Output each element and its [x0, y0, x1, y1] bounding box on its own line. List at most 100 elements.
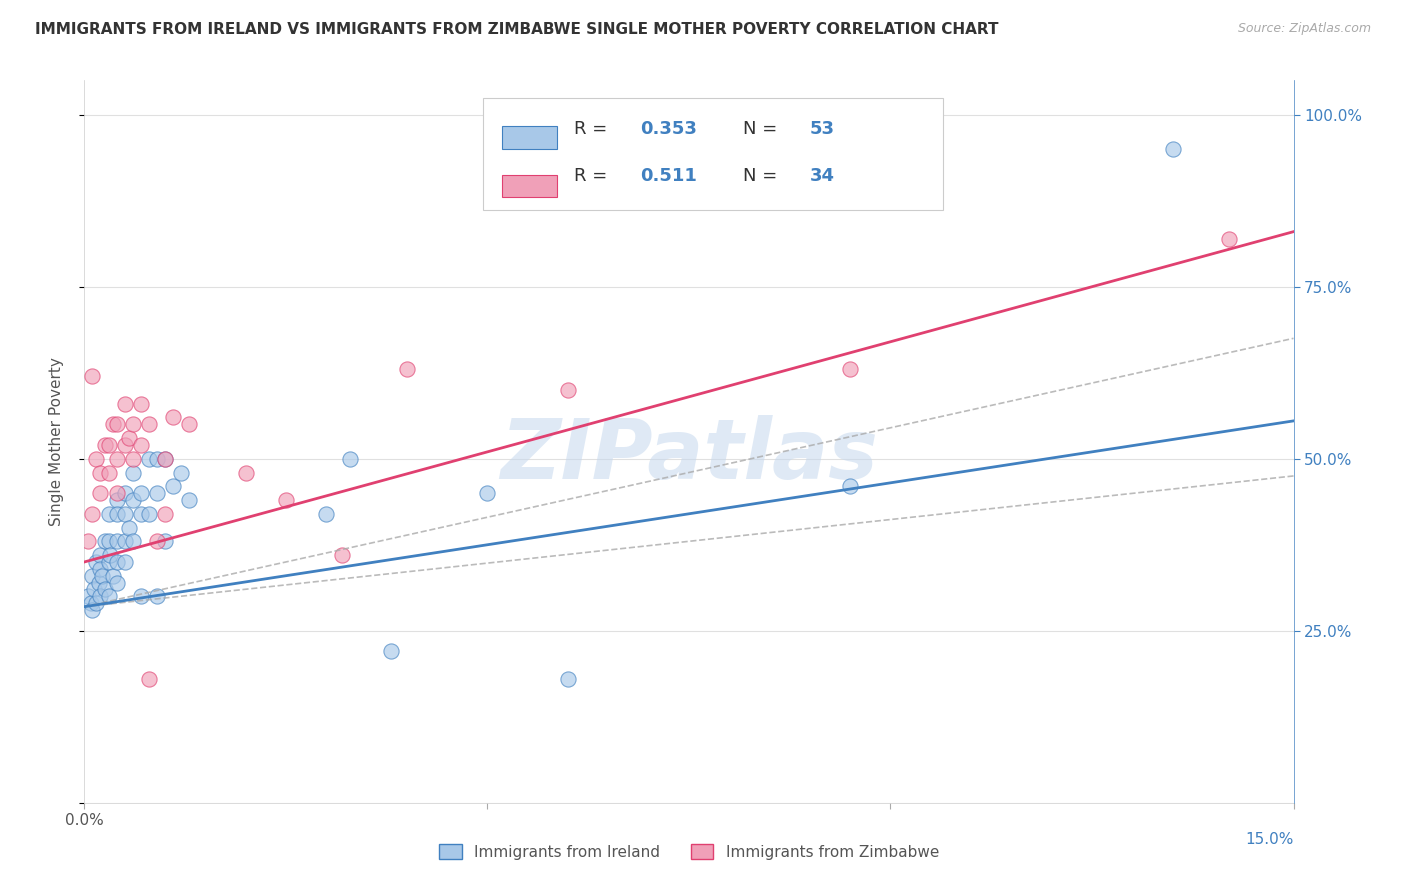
- Point: [477, 486, 499, 500]
- Point: [105, 493, 128, 508]
- Point: [98, 548, 121, 562]
- Point: [80, 596, 103, 610]
- Point: [121, 417, 143, 432]
- Point: [93, 534, 115, 549]
- Point: [114, 534, 136, 549]
- Point: [86, 451, 108, 466]
- Point: [138, 417, 160, 432]
- Point: [153, 507, 176, 521]
- Point: [129, 438, 152, 452]
- Point: [146, 486, 169, 500]
- Point: [315, 507, 337, 521]
- Point: [179, 417, 201, 432]
- Point: [121, 493, 143, 508]
- Point: [101, 417, 124, 432]
- Point: [162, 410, 184, 425]
- Point: [153, 451, 176, 466]
- Point: [105, 417, 128, 432]
- Text: 53: 53: [810, 120, 835, 137]
- Text: 15.0%: 15.0%: [1246, 831, 1294, 847]
- Point: [235, 466, 257, 480]
- Point: [118, 431, 141, 445]
- Legend: Immigrants from Ireland, Immigrants from Zimbabwe: Immigrants from Ireland, Immigrants from…: [432, 836, 946, 867]
- Point: [105, 534, 128, 549]
- Point: [114, 486, 136, 500]
- Point: [138, 451, 160, 466]
- Point: [97, 438, 120, 452]
- Point: [93, 438, 115, 452]
- Point: [93, 582, 115, 597]
- Point: [339, 451, 361, 466]
- Point: [89, 590, 111, 604]
- Point: [105, 486, 128, 500]
- Point: [153, 534, 176, 549]
- Point: [77, 590, 100, 604]
- Point: [114, 397, 136, 411]
- Point: [86, 596, 108, 610]
- Text: ZIPatlas: ZIPatlas: [501, 416, 877, 497]
- Point: [129, 486, 152, 500]
- Text: 0.511: 0.511: [641, 168, 697, 186]
- Point: [97, 534, 120, 549]
- Point: [89, 548, 111, 562]
- Point: [138, 672, 160, 686]
- Point: [114, 555, 136, 569]
- Point: [170, 466, 193, 480]
- Point: [89, 562, 111, 576]
- Text: 34: 34: [810, 168, 835, 186]
- Point: [395, 362, 418, 376]
- Point: [121, 451, 143, 466]
- Point: [146, 451, 169, 466]
- Point: [114, 507, 136, 521]
- Point: [105, 451, 128, 466]
- Point: [146, 534, 169, 549]
- Point: [114, 438, 136, 452]
- Point: [82, 507, 104, 521]
- Point: [1161, 142, 1184, 156]
- Bar: [502, 126, 557, 149]
- Point: [83, 582, 105, 597]
- Point: [82, 369, 104, 384]
- Point: [82, 603, 104, 617]
- Point: [97, 590, 120, 604]
- Point: [129, 397, 152, 411]
- Text: N =: N =: [744, 168, 783, 186]
- Point: [274, 493, 297, 508]
- Point: [97, 507, 120, 521]
- Point: [105, 555, 128, 569]
- Point: [89, 466, 111, 480]
- Text: R =: R =: [574, 120, 613, 137]
- Point: [839, 362, 862, 376]
- Point: [1218, 231, 1240, 245]
- Point: [557, 672, 579, 686]
- Y-axis label: Single Mother Poverty: Single Mother Poverty: [49, 357, 63, 526]
- Point: [97, 466, 120, 480]
- Text: R =: R =: [574, 168, 619, 186]
- Point: [82, 568, 104, 582]
- FancyBboxPatch shape: [484, 98, 943, 211]
- Point: [97, 555, 120, 569]
- Point: [162, 479, 184, 493]
- Point: [138, 507, 160, 521]
- Point: [121, 466, 143, 480]
- Bar: [502, 175, 557, 197]
- Point: [129, 590, 152, 604]
- Point: [87, 575, 110, 590]
- Text: IMMIGRANTS FROM IRELAND VS IMMIGRANTS FROM ZIMBABWE SINGLE MOTHER POVERTY CORREL: IMMIGRANTS FROM IRELAND VS IMMIGRANTS FR…: [35, 22, 998, 37]
- Point: [105, 575, 128, 590]
- Text: N =: N =: [744, 120, 783, 137]
- Point: [121, 534, 143, 549]
- Point: [557, 383, 579, 397]
- Point: [89, 486, 111, 500]
- Point: [129, 507, 152, 521]
- Point: [330, 548, 353, 562]
- Point: [146, 590, 169, 604]
- Point: [91, 568, 114, 582]
- Point: [105, 507, 128, 521]
- Point: [839, 479, 862, 493]
- Point: [118, 520, 141, 534]
- Point: [380, 644, 402, 658]
- Point: [153, 451, 176, 466]
- Point: [86, 555, 108, 569]
- Text: Source: ZipAtlas.com: Source: ZipAtlas.com: [1237, 22, 1371, 36]
